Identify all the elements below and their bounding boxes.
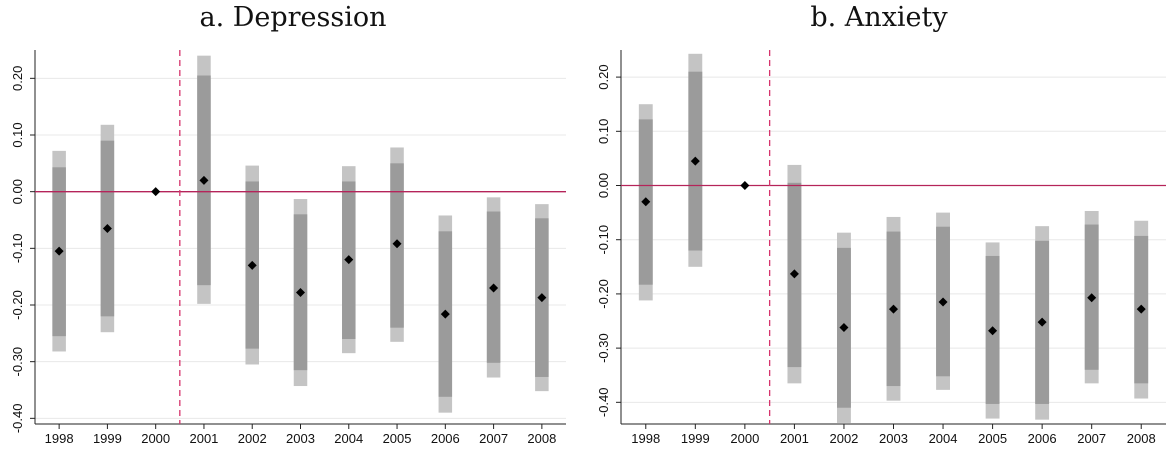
- chart-anxiety: 0.20 0.10 0.00 -0.10 -0.20 -0.30 -0.40 1998 1999…: [596, 50, 1166, 446]
- y-tick-label: 0.20: [10, 66, 25, 91]
- x-tick-label: 2005: [383, 431, 412, 446]
- point-estimate: [641, 197, 651, 207]
- y-tick-label: 0.00: [10, 179, 25, 204]
- point-estimate: [102, 224, 112, 233]
- point-estimate: [54, 246, 64, 256]
- x-tick-label: 1998: [45, 431, 74, 446]
- point-estimate: [740, 181, 750, 191]
- point-estimate: [938, 297, 948, 307]
- x-tick-label: 2007: [479, 431, 508, 446]
- point-estimate: [489, 283, 499, 293]
- chart-title: b. Anxiety: [810, 2, 948, 33]
- x-tick-label: 2000: [141, 431, 170, 446]
- point-estimate: [1037, 317, 1047, 327]
- y-tick-label: -0.10: [10, 234, 25, 264]
- chart-depression: 0.20 0.10 0.00 -0.10 -0.20 -0.30 -0.40 1998 1999…: [10, 50, 566, 446]
- panel-anxiety: b. Anxiety 0.20 0.10 0.00 -0.10 -0.20 -0.30 -0…: [586, 0, 1172, 452]
- x-tick-label: 2005: [978, 431, 1007, 446]
- x-tick-label: 2001: [189, 431, 218, 446]
- point-estimate: [889, 304, 898, 314]
- point-estimate: [344, 255, 354, 265]
- point-estimate: [1136, 304, 1146, 314]
- x-tick-label: 2006: [1028, 431, 1057, 446]
- x-tick-label: 2001: [780, 431, 809, 446]
- x-tick-label: 2000: [730, 431, 759, 446]
- y-tick-label: -0.30: [596, 333, 611, 363]
- y-tick-label: -0.40: [10, 404, 25, 434]
- point-estimate: [296, 288, 305, 298]
- point-estimate: [690, 156, 700, 166]
- point-estimate: [199, 175, 209, 185]
- y-tick-label: -0.20: [10, 290, 25, 320]
- y-tick-label: -0.20: [596, 279, 611, 309]
- y-tick-label: 0.00: [596, 173, 611, 198]
- point-estimate: [151, 187, 161, 197]
- x-tick-label: 2003: [286, 431, 315, 446]
- x-tick-label: 2003: [879, 431, 908, 446]
- y-tick-label: -0.10: [596, 225, 611, 255]
- point-estimate: [537, 293, 547, 303]
- panel-depression: a. Depression 0.20 0.10 0.00 -0.10 -0.20 -0.3…: [10, 2, 566, 446]
- y-tick-label: 0.10: [596, 119, 611, 144]
- x-tick-label: 2002: [829, 431, 858, 446]
- point-estimate: [247, 260, 257, 270]
- y-tick-label: -0.40: [596, 387, 611, 417]
- x-tick-label: 1999: [93, 431, 122, 446]
- x-tick-label: 2007: [1077, 431, 1106, 446]
- x-tick-label: 2004: [929, 431, 958, 446]
- x-tick-label: 2006: [431, 431, 460, 446]
- point-estimate: [392, 239, 402, 249]
- point-estimate: [839, 323, 849, 333]
- point-estimate: [789, 269, 799, 279]
- y-tick-label: 0.20: [596, 64, 611, 89]
- y-tick-label: 0.10: [10, 122, 25, 147]
- x-tick-label: 1999: [681, 431, 710, 446]
- x-tick-label: 2008: [1127, 431, 1156, 446]
- chart-title: a. Depression: [199, 2, 387, 33]
- y-tick-label: -0.30: [10, 347, 25, 377]
- point-estimate: [440, 309, 450, 319]
- x-tick-label: 1998: [631, 431, 660, 446]
- point-estimate: [1087, 293, 1097, 303]
- x-tick-label: 2008: [527, 431, 556, 446]
- point-estimate: [988, 326, 998, 336]
- x-tick-label: 2004: [334, 431, 363, 446]
- x-tick-label: 2002: [238, 431, 267, 446]
